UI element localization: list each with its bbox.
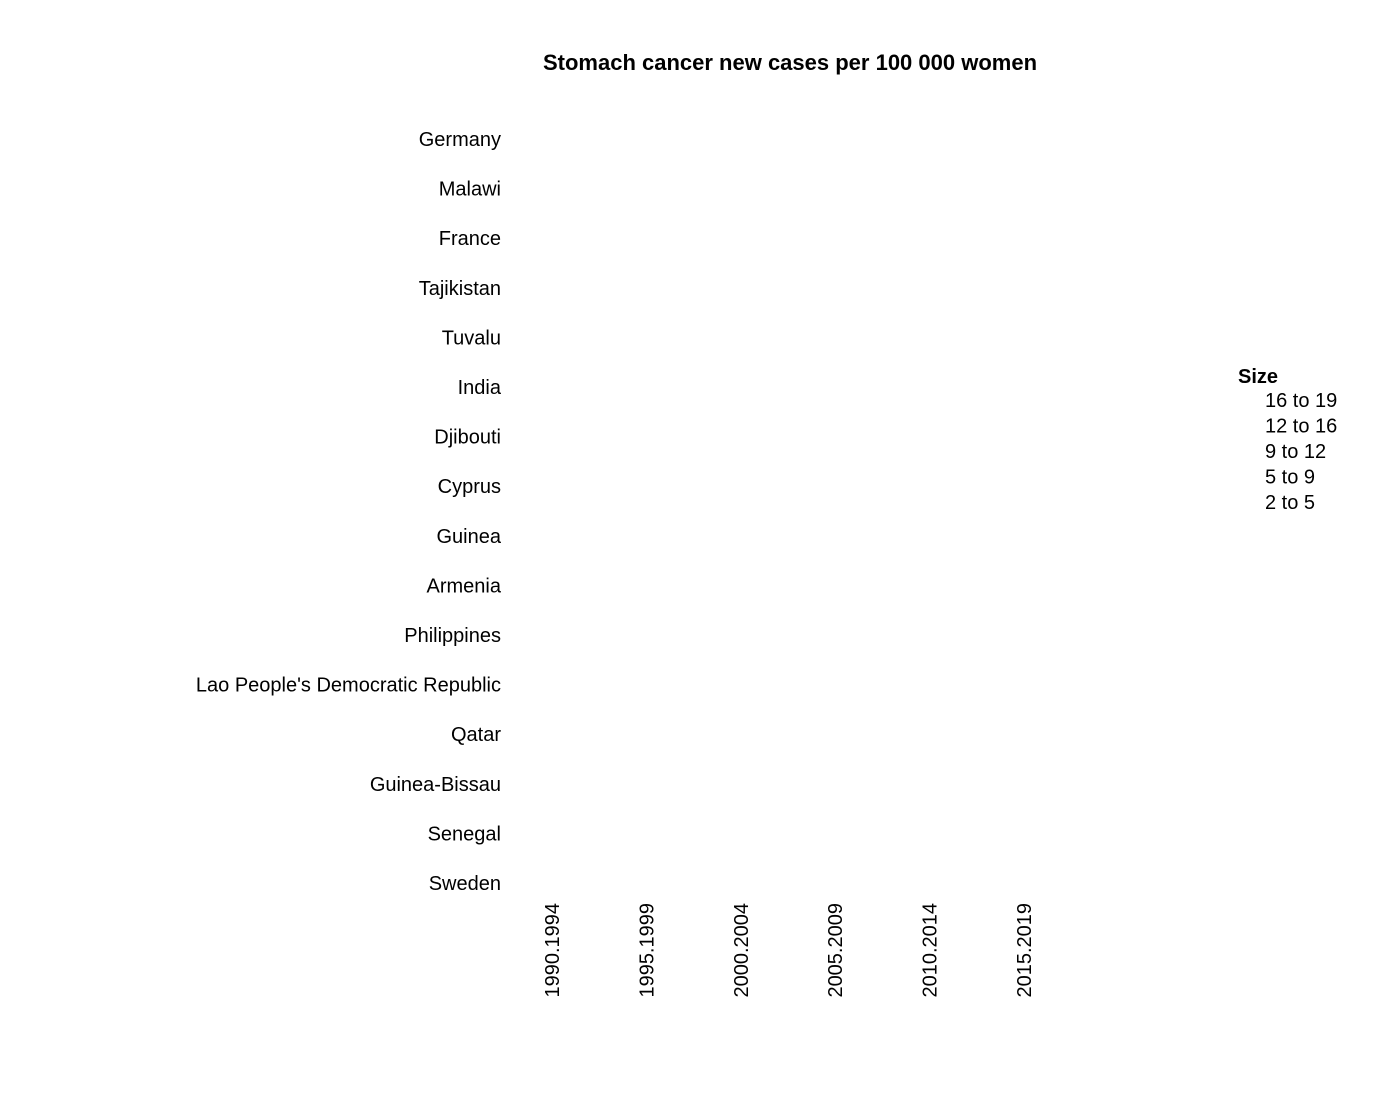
y-tick-label: Guinea	[437, 526, 502, 548]
y-tick-label: Guinea-Bissau	[370, 774, 501, 796]
y-tick-label: Senegal	[428, 823, 501, 845]
legend-title: Size	[1238, 366, 1278, 388]
y-tick-label: Qatar	[451, 724, 501, 746]
x-tick-label: 2010.2014	[920, 903, 942, 998]
x-tick-label: 2015.2019	[1014, 903, 1036, 998]
x-axis: 1990.1994 1995.1999 2000.2004 2005.2009 2010…	[542, 903, 1036, 998]
y-tick-label: Malawi	[439, 179, 501, 201]
legend-entry-label: 9 to 12	[1265, 441, 1326, 463]
y-tick-label: India	[458, 377, 502, 399]
y-tick-label: Tajikistan	[419, 278, 501, 300]
y-tick-label: Lao People's Democratic Republic	[196, 675, 501, 697]
y-tick-label: Philippines	[404, 625, 501, 647]
y-tick-label: Cyprus	[438, 476, 501, 498]
legend-entry-label: 16 to 19	[1265, 390, 1337, 412]
legend-entry-label: 2 to 5	[1265, 492, 1315, 514]
x-tick-label: 2000.2004	[731, 903, 753, 998]
legend-entries: 16 to 19 12 to 16 9 to 12 5 to 9 2 to 5	[1265, 390, 1337, 514]
y-tick-label: Tuvalu	[442, 327, 501, 349]
y-axis: Germany Malawi France Tajikistan Tuvalu India…	[196, 129, 502, 895]
y-tick-label: Germany	[419, 129, 501, 151]
legend-entry-label: 12 to 16	[1265, 416, 1337, 438]
y-tick-label: Djibouti	[434, 427, 501, 449]
y-tick-label: Sweden	[429, 873, 501, 895]
chart-title: Stomach cancer new cases per 100 000 wom…	[543, 50, 1037, 75]
legend: Size 16 to 19 12 to 16 9 to 12 5 to 9 2 to 5	[1238, 366, 1337, 514]
legend-entry-label: 5 to 9	[1265, 467, 1315, 489]
x-tick-label: 1995.1999	[636, 903, 658, 998]
y-tick-label: Armenia	[427, 575, 502, 597]
y-tick-label: France	[439, 228, 501, 250]
x-tick-label: 1990.1994	[542, 903, 564, 998]
x-tick-label: 2005.2009	[825, 903, 847, 998]
